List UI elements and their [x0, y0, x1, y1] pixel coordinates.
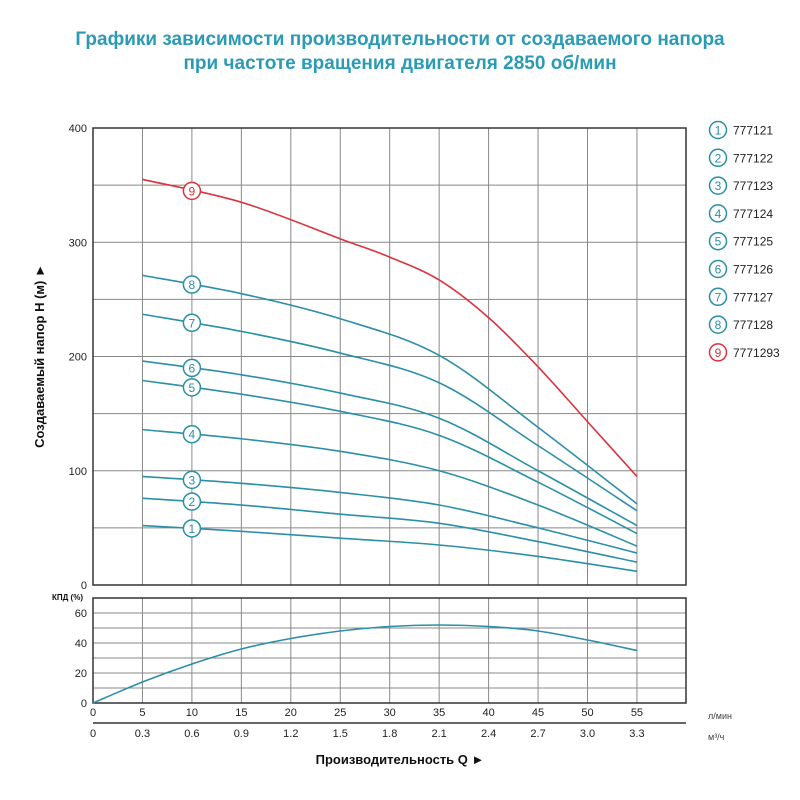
legend-entry-4: 777124	[733, 207, 773, 221]
legend-marker-label: 6	[715, 263, 722, 277]
x-tick-lmin: 30	[384, 707, 396, 719]
x-unit-m3h: м³/ч	[708, 732, 725, 742]
curve-marker-label: 1	[189, 522, 196, 536]
legend-marker-label: 1	[715, 124, 722, 138]
x-tick-m3h: 2.1	[432, 728, 447, 740]
legend-marker-circle	[708, 148, 728, 168]
chart-title: Графики зависимости производительности о…	[0, 28, 800, 76]
curve-marker-circle	[182, 275, 202, 294]
legend-marker-circle	[708, 176, 728, 195]
efficiency-frame	[92, 597, 687, 704]
y-tick-label: 0	[81, 580, 87, 592]
x-tick-lmin: 25	[334, 707, 346, 719]
y-axis-label: Создаваемый напор H (м) ►	[32, 264, 47, 448]
x-tick-lmin: 10	[186, 707, 198, 719]
legend-entry-2: 777122	[733, 151, 773, 165]
legend-marker-label: 2	[715, 151, 722, 165]
eff-y-tick-label: 60	[75, 608, 87, 620]
legend-entry-1: 777121	[733, 124, 773, 138]
x-tick-m3h: 0	[90, 728, 96, 740]
head-curve-5	[142, 379, 638, 535]
x-tick-lmin: 50	[581, 707, 593, 719]
y-tick-label: 200	[69, 352, 87, 364]
x-tick-m3h: 0.6	[184, 728, 199, 740]
head-curve-1	[142, 524, 638, 573]
x-tick-m3h: 3.0	[580, 728, 595, 740]
x-tick-m3h: 1.8	[382, 728, 397, 740]
x-tick-lmin: 20	[285, 707, 297, 719]
legend-marker-label: 5	[715, 235, 722, 249]
x-tick-m3h: 1.2	[283, 728, 298, 740]
legend-entry-5: 777125	[733, 235, 773, 249]
x-tick-m3h: 2.4	[481, 728, 496, 740]
legend-marker-circle	[708, 204, 728, 223]
curve-marker-label: 5	[189, 381, 196, 395]
curve-marker-label: 8	[189, 278, 196, 292]
x-tick-m3h: 2.7	[530, 728, 545, 740]
head-curve-2	[142, 497, 638, 563]
x-tick-lmin: 45	[532, 707, 544, 719]
legend-marker-label: 4	[715, 207, 722, 221]
legend-marker-label: 3	[715, 179, 722, 193]
legend-marker-circle	[708, 287, 728, 307]
y-tick-label: 100	[69, 466, 87, 478]
head-curve-6	[142, 360, 638, 527]
curve-marker-circle	[182, 313, 202, 333]
curve-marker-circle	[182, 358, 202, 378]
y-tick-label: 400	[69, 123, 87, 135]
legend-entry-7: 777127	[733, 290, 773, 304]
eff-y-tick-label: 40	[75, 638, 87, 650]
x-tick-lmin: 55	[631, 707, 643, 719]
curve-marker-label: 6	[189, 361, 196, 375]
legend-marker-label: 8	[715, 318, 722, 332]
eff-y-tick-label: 20	[75, 668, 87, 680]
head-curve-3	[142, 475, 638, 554]
eff-y-axis-label: КПД (%)	[52, 593, 83, 602]
legend-marker-label: 7	[715, 290, 722, 304]
legend-entry-6: 777126	[733, 263, 773, 277]
curve-marker-label: 7	[189, 316, 196, 330]
curve-marker-circle	[182, 492, 202, 511]
x-unit-lmin: л/мин	[708, 711, 732, 721]
x-tick-m3h: 0.3	[135, 728, 150, 740]
legend-marker-circle	[708, 259, 728, 279]
x-tick-lmin: 15	[235, 707, 247, 719]
y-tick-label: 300	[69, 237, 87, 249]
x-axis-label: Производительность Q ►	[316, 752, 485, 767]
x-tick-lmin: 5	[139, 707, 145, 719]
legend-marker-label: 9	[715, 346, 722, 360]
legend-marker-circle	[708, 343, 728, 362]
curve-marker-label: 4	[189, 428, 196, 442]
curve-marker-label: 2	[189, 495, 196, 509]
title-line-1: Графики зависимости производительности о…	[75, 29, 725, 50]
legend-marker-circle	[708, 120, 728, 140]
x-tick-lmin: 0	[90, 707, 96, 719]
head-curve-7	[142, 313, 638, 512]
plot-frame	[92, 127, 687, 586]
curve-marker-circle	[182, 519, 202, 538]
curve-marker-label: 3	[189, 473, 196, 487]
curve-marker-circle	[182, 181, 202, 201]
legend-entry-3: 777123	[733, 179, 773, 193]
legend-entry-9: 7771293	[733, 346, 780, 360]
head-curve-4	[142, 428, 638, 547]
head-curve-9	[142, 178, 638, 477]
curve-marker-circle	[182, 424, 202, 444]
x-tick-m3h: 3.3	[629, 728, 644, 740]
x-tick-m3h: 0.9	[234, 728, 249, 740]
legend-marker-circle	[708, 231, 728, 251]
curve-marker-circle	[182, 378, 202, 397]
curve-marker-circle	[182, 470, 202, 490]
title-line-2: при частоте вращения двигателя 2850 об/м…	[183, 53, 617, 74]
head-curve-8	[142, 274, 638, 505]
efficiency-curve	[92, 624, 638, 704]
curve-marker-label: 9	[189, 184, 196, 198]
x-tick-m3h: 1.5	[333, 728, 348, 740]
legend-entry-8: 777128	[733, 318, 773, 332]
legend-marker-circle	[708, 315, 728, 334]
x-tick-lmin: 40	[482, 707, 494, 719]
x-tick-lmin: 35	[433, 707, 445, 719]
eff-y-tick-label: 0	[81, 698, 87, 710]
